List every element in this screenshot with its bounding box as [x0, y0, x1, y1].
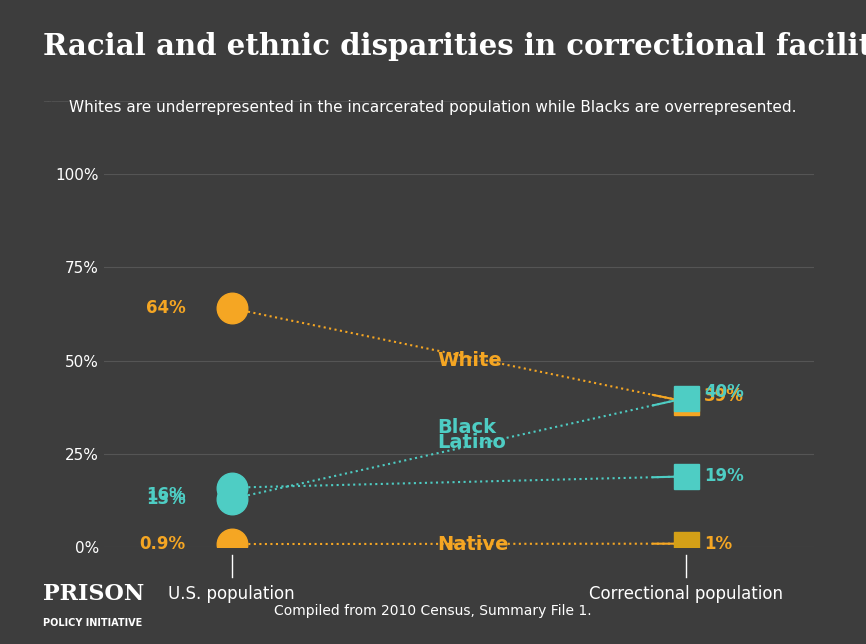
- Text: 19%: 19%: [704, 468, 744, 486]
- Text: Racial and ethnic disparities in correctional facilities: Racial and ethnic disparities in correct…: [43, 32, 866, 61]
- Text: 39%: 39%: [704, 387, 744, 405]
- Text: 13%: 13%: [145, 490, 185, 508]
- Text: Black: Black: [437, 419, 497, 437]
- Text: 0.9%: 0.9%: [139, 535, 185, 553]
- Text: POLICY INITIATIVE: POLICY INITIATIVE: [43, 618, 143, 628]
- Text: 64%: 64%: [145, 299, 185, 317]
- Text: Native: Native: [437, 535, 509, 554]
- Text: Latino: Latino: [437, 433, 507, 452]
- Text: 40%: 40%: [704, 383, 744, 401]
- Text: Whites are underrepresented in the incarcerated population while Blacks are over: Whites are underrepresented in the incar…: [69, 100, 797, 115]
- Text: 1%: 1%: [704, 535, 732, 553]
- Text: ________________________________________________________________________________: ________________________________________…: [43, 93, 511, 102]
- Text: U.S. population: U.S. population: [168, 585, 295, 603]
- Text: 16%: 16%: [146, 486, 185, 504]
- Text: Compiled from 2010 Census, Summary File 1.: Compiled from 2010 Census, Summary File …: [275, 604, 591, 618]
- Text: White: White: [437, 351, 502, 370]
- Text: PRISON: PRISON: [43, 583, 145, 605]
- Text: Correctional population: Correctional population: [589, 585, 783, 603]
